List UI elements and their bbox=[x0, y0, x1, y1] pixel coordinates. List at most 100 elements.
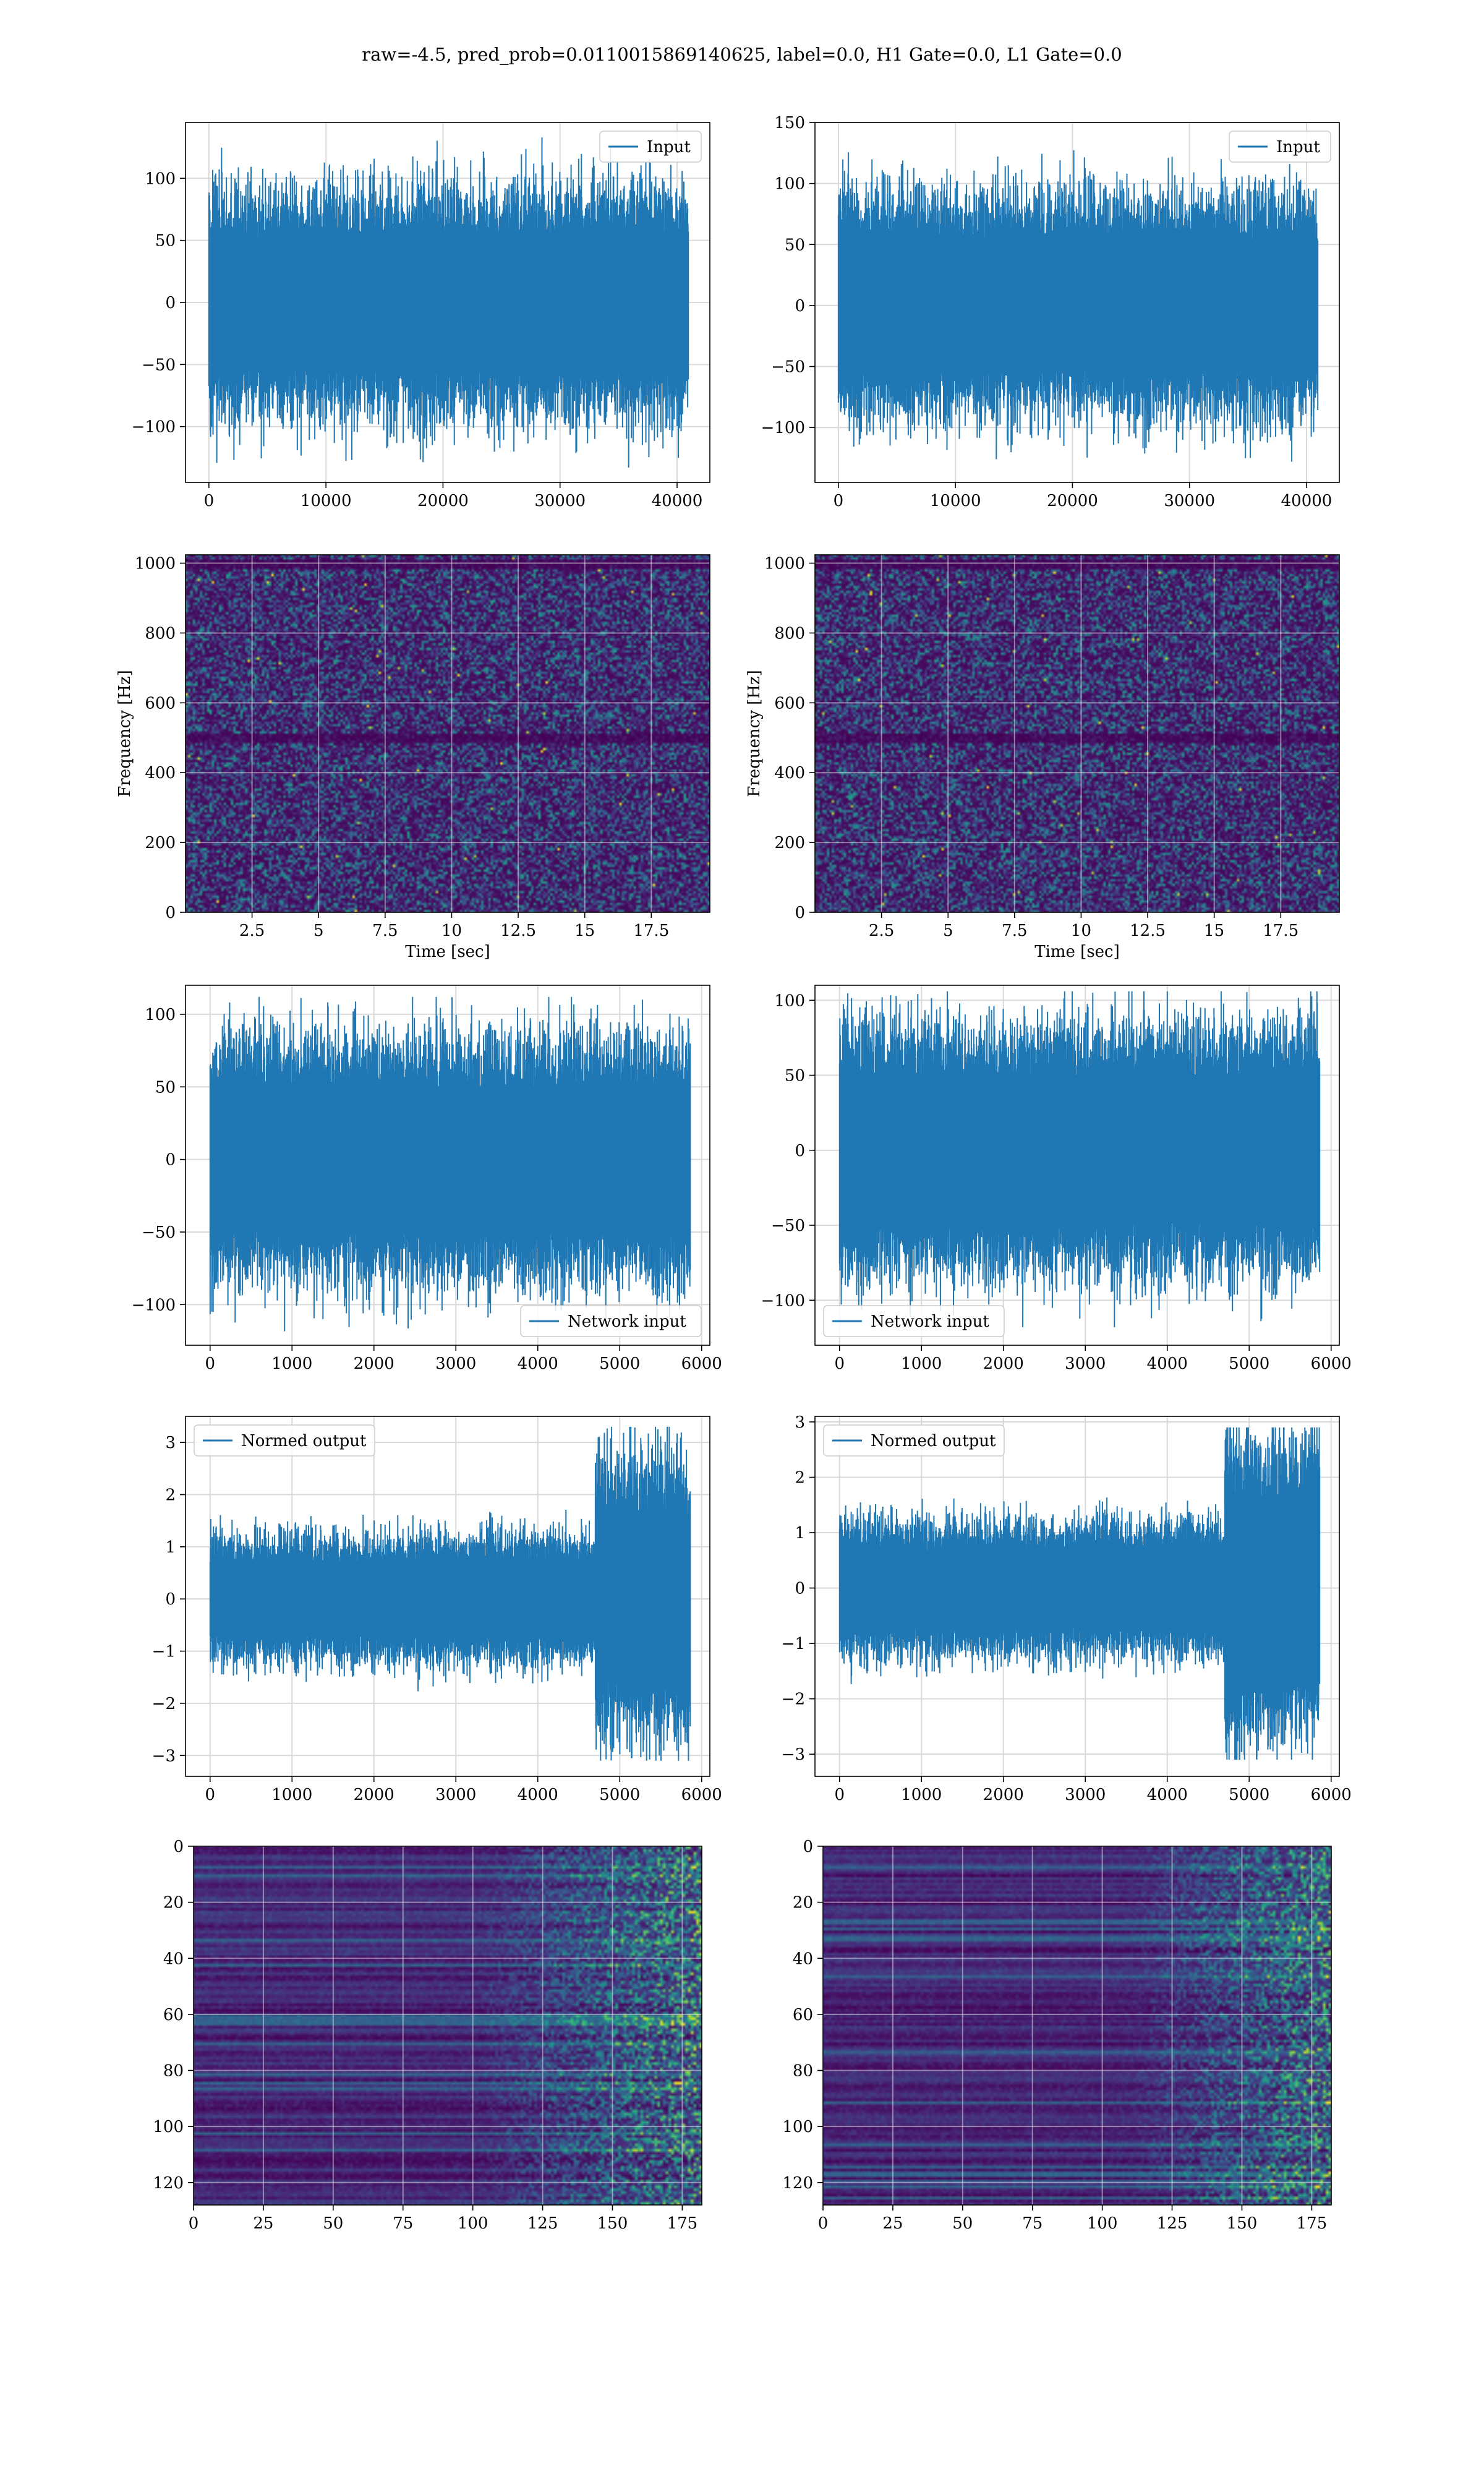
x-tick-label: 7.5 bbox=[1002, 922, 1027, 940]
legend-label: Normed output bbox=[871, 1432, 996, 1450]
legend-label: Network input bbox=[871, 1312, 989, 1331]
x-tick-label: 17.5 bbox=[633, 922, 669, 940]
x-tick-label: 40000 bbox=[1281, 492, 1333, 510]
axes-frame bbox=[814, 1416, 1340, 1777]
x-tick-label: 2000 bbox=[354, 1786, 394, 1804]
y-tick-label: 0 bbox=[795, 297, 805, 315]
y-tick-label: 80 bbox=[163, 2062, 184, 2081]
x-tick-label: 20000 bbox=[1047, 492, 1098, 510]
x-tick-label: 150 bbox=[597, 2214, 628, 2233]
y-tick-label: −1 bbox=[152, 1643, 176, 1661]
y-tick-label: 40 bbox=[793, 1950, 813, 1968]
x-tick-label: 10 bbox=[1071, 922, 1091, 940]
y-tick-label: 0 bbox=[165, 1590, 176, 1609]
y-tick-label: −50 bbox=[142, 1223, 176, 1242]
y-tick-label: 800 bbox=[774, 624, 805, 643]
x-tick-label: 17.5 bbox=[1263, 922, 1298, 940]
y-tick-label: 200 bbox=[145, 834, 176, 852]
x-tick-label: 0 bbox=[834, 1786, 845, 1804]
x-tick-label: 12.5 bbox=[1130, 922, 1166, 940]
y-tick-label: −100 bbox=[761, 1291, 805, 1310]
y-tick-label: 0 bbox=[795, 904, 805, 922]
x-tick-label: 4000 bbox=[1147, 1786, 1188, 1804]
x-axis-label: Time [sec] bbox=[1034, 943, 1120, 961]
x-tick-label: 0 bbox=[205, 1355, 215, 1373]
y-tick-label: −3 bbox=[152, 1747, 176, 1765]
y-tick-label: −100 bbox=[132, 418, 176, 437]
legend: Normed output bbox=[823, 1424, 1005, 1457]
legend-label: Input bbox=[647, 138, 691, 156]
axes-frame bbox=[814, 122, 1340, 483]
x-tick-label: 100 bbox=[458, 2214, 488, 2233]
x-tick-label: 100 bbox=[1087, 2214, 1118, 2233]
legend-label: Normed output bbox=[241, 1432, 367, 1450]
features-h1-image bbox=[194, 1846, 702, 2205]
x-tick-label: 75 bbox=[393, 2214, 413, 2233]
x-tick-label: 2000 bbox=[983, 1355, 1024, 1373]
y-axis-label: Frequency [Hz] bbox=[745, 670, 764, 797]
y-tick-label: 100 bbox=[153, 2118, 184, 2136]
y-tick-label: −1 bbox=[782, 1635, 805, 1653]
x-tick-label: 50 bbox=[952, 2214, 973, 2233]
x-tick-label: 0 bbox=[834, 1355, 845, 1373]
x-tick-label: 40000 bbox=[652, 492, 703, 510]
series-line bbox=[837, 150, 1319, 462]
y-tick-label: 600 bbox=[145, 694, 176, 713]
input-l1-panel: 0 10000 20000 30000 40000 −100 −50 0 50 100 150 Inp… bbox=[761, 114, 1340, 510]
y-tick-label: 3 bbox=[165, 1434, 176, 1452]
x-tick-label: 6000 bbox=[1311, 1786, 1352, 1804]
features-h1-panel: 0 25 50 75 100 125 150 175 0 20 40 60 80 100 120 bbox=[153, 1838, 702, 2233]
x-tick-label: 5 bbox=[313, 922, 324, 940]
x-tick-label: 2.5 bbox=[869, 922, 894, 940]
x-tick-label: 50 bbox=[323, 2214, 343, 2233]
y-tick-label: 1000 bbox=[764, 555, 805, 573]
axes-frame bbox=[193, 1846, 702, 2206]
x-tick-label: 25 bbox=[882, 2214, 903, 2233]
network-input-l1-panel: 0 1000 2000 3000 4000 5000 6000 −100 −50 0 50 100 Ne… bbox=[761, 985, 1352, 1373]
x-tick-label: 0 bbox=[189, 2214, 199, 2233]
features-l1-image bbox=[823, 1846, 1331, 2205]
legend: Normed output bbox=[194, 1424, 375, 1457]
x-tick-label: 1000 bbox=[901, 1355, 942, 1373]
x-tick-label: 0 bbox=[205, 1786, 215, 1804]
y-tick-label: 150 bbox=[774, 114, 805, 132]
y-tick-label: −100 bbox=[761, 419, 805, 437]
x-tick-label: 2.5 bbox=[239, 922, 265, 940]
features-l1-panel: 0 25 50 75 100 125 150 175 0 20 40 60 80 100 120 bbox=[782, 1838, 1332, 2233]
y-tick-label: 120 bbox=[153, 2174, 184, 2193]
y-axis-label: Frequency [Hz] bbox=[116, 670, 134, 797]
x-tick-label: 7.5 bbox=[372, 922, 398, 940]
legend-label: Input bbox=[1276, 138, 1320, 156]
y-tick-label: 80 bbox=[793, 2062, 813, 2081]
x-tick-label: 75 bbox=[1022, 2214, 1043, 2233]
y-tick-label: 2 bbox=[165, 1486, 176, 1505]
y-tick-label: 100 bbox=[774, 991, 805, 1010]
legend: Input bbox=[599, 131, 702, 163]
y-tick-label: 600 bbox=[774, 694, 805, 713]
series-line bbox=[209, 1426, 691, 1761]
y-tick-label: 0 bbox=[165, 1151, 176, 1170]
x-tick-label: 175 bbox=[1297, 2214, 1328, 2233]
spectrogram-h1-image bbox=[186, 555, 710, 912]
series-line bbox=[208, 137, 689, 468]
x-tick-label: 30000 bbox=[1164, 492, 1215, 510]
series-line bbox=[838, 1427, 1321, 1760]
x-tick-label: 10000 bbox=[301, 492, 352, 510]
legend: Network input bbox=[823, 1305, 1005, 1337]
y-tick-label: 50 bbox=[155, 1078, 176, 1097]
y-tick-label: 0 bbox=[165, 294, 176, 312]
legend-label: Network input bbox=[568, 1312, 686, 1331]
y-tick-label: 400 bbox=[145, 764, 176, 782]
x-tick-label: 5000 bbox=[599, 1786, 640, 1804]
series-line bbox=[209, 996, 691, 1332]
y-tick-label: 1000 bbox=[135, 555, 176, 573]
y-tick-label: 40 bbox=[163, 1950, 184, 1968]
normed-output-l1-panel: 0 1000 2000 3000 4000 5000 6000 −3 −2 −1 0 1 2 3 Norme… bbox=[782, 1413, 1352, 1804]
x-tick-label: 125 bbox=[1157, 2214, 1188, 2233]
x-tick-label: 4000 bbox=[518, 1355, 558, 1373]
x-tick-label: 175 bbox=[667, 2214, 698, 2233]
x-tick-label: 5000 bbox=[599, 1355, 640, 1373]
x-axis-label: Time [sec] bbox=[405, 943, 490, 961]
y-tick-label: 20 bbox=[163, 1894, 184, 1912]
